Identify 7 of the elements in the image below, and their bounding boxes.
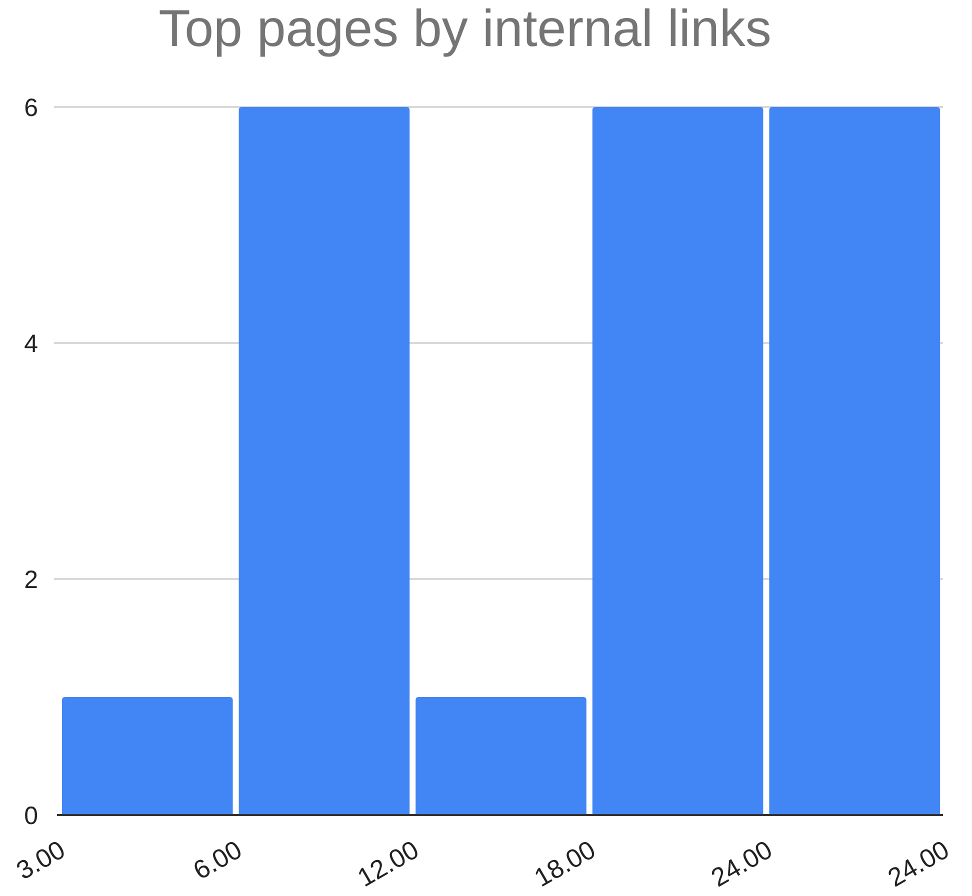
text: 3.00 bbox=[11, 834, 70, 886]
y-tick-label: 2 bbox=[24, 566, 38, 594]
chart-title: Top pages by internal links bbox=[158, 0, 772, 58]
y-tick-label: 4 bbox=[24, 330, 38, 358]
y-tick-label: 6 bbox=[24, 94, 38, 122]
text: 6.00 bbox=[188, 834, 247, 886]
y-tick-label: 0 bbox=[24, 802, 38, 830]
